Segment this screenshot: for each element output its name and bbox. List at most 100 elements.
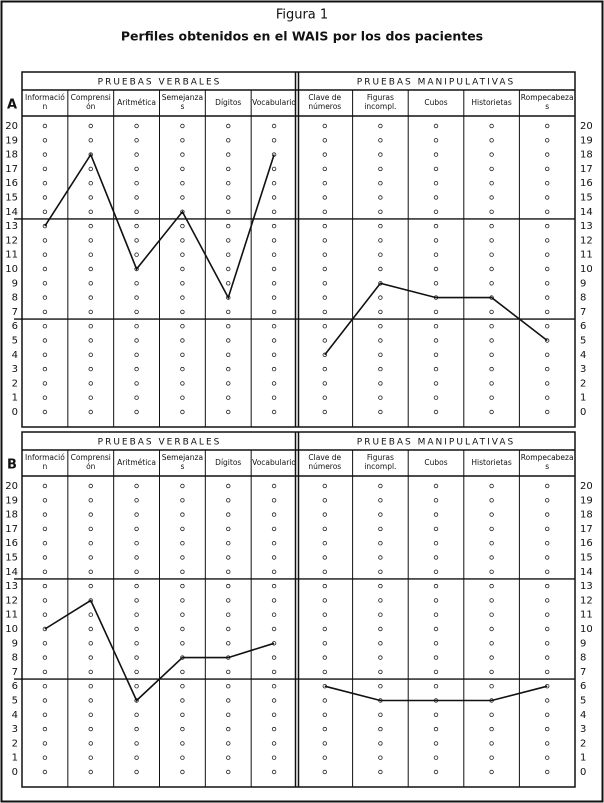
grid-dot (134, 483, 139, 489)
grid-dot (433, 641, 439, 646)
category-cell: Dígitos (215, 97, 242, 107)
category-cell: Semejanzas (161, 453, 204, 471)
grid-dot (88, 238, 93, 243)
y-tick-label: 12 (5, 235, 18, 246)
grid-dot (322, 769, 327, 775)
grid-dot (433, 655, 439, 660)
grid-dot (271, 712, 277, 717)
grid-dot (433, 152, 439, 157)
grid-dot (271, 123, 277, 129)
grid-dot (545, 223, 550, 229)
grid-dot (545, 512, 550, 517)
grid-dot (88, 655, 93, 660)
y-tick-label: 18 (5, 150, 18, 161)
grid-dot (489, 138, 494, 143)
grid-dot (271, 583, 277, 589)
grid-dot (271, 195, 277, 200)
grid-dot (489, 655, 494, 660)
y-tick-label-right: 6 (580, 321, 586, 332)
grid-dot (42, 352, 48, 357)
grid-dot (88, 541, 93, 546)
category-cell: Historietas (471, 458, 511, 467)
grid-dot (489, 598, 494, 603)
grid-dot (322, 281, 327, 286)
grid-dot (322, 409, 327, 415)
grid-dot (180, 741, 185, 746)
grid-dot (42, 684, 48, 689)
y-tick-label-right: 19 (580, 135, 593, 146)
grid-dot (322, 541, 327, 546)
grid-dot (42, 498, 48, 503)
grid-dot (322, 352, 327, 357)
grid-dot (88, 223, 93, 229)
grid-dot (489, 641, 494, 646)
category-label: Clave de números (308, 93, 342, 111)
grid-dot (378, 180, 383, 186)
grid-dot (322, 152, 327, 157)
grid-dot (88, 626, 93, 632)
grid-dot (180, 152, 185, 157)
category-label: Dígitos (215, 97, 242, 107)
grid-dot (134, 295, 139, 300)
grid-dot (322, 526, 327, 532)
grid-dot (378, 381, 383, 386)
grid-dot (489, 669, 494, 675)
y-tick-label: 6 (12, 681, 18, 692)
grid-dot (271, 526, 277, 532)
grid-dot (42, 712, 48, 717)
grid-dot (134, 209, 139, 214)
grid-dot (322, 123, 327, 129)
y-tick-label: 1 (12, 393, 18, 404)
grid-dot (42, 698, 48, 703)
grid-dot (378, 612, 383, 617)
grid-dot (545, 309, 550, 315)
grid-dot (545, 166, 550, 172)
grid-dot (134, 641, 139, 646)
grid-dot (322, 295, 327, 300)
grid-dot (433, 138, 439, 143)
grid-dot (180, 309, 185, 315)
grid-dot (134, 655, 139, 660)
category-label: Figuras incompl. (364, 453, 397, 471)
grid-dot (489, 352, 494, 357)
y-tick-label-right: 18 (580, 150, 593, 161)
grid-dot (378, 223, 383, 229)
grid-dot (226, 209, 231, 214)
grid-dot (88, 526, 93, 532)
grid-dot (433, 741, 439, 746)
y-tick-label-right: 8 (580, 293, 586, 304)
grid-dot (271, 541, 277, 546)
grid-dot (378, 366, 383, 372)
y-tick-label: 0 (12, 767, 18, 778)
grid-dot (88, 166, 93, 172)
y-tick-label: 19 (5, 135, 18, 146)
grid-dot (134, 252, 139, 257)
grid-dot (226, 483, 231, 489)
grid-dot (378, 123, 383, 129)
category-label: Aritmética (117, 97, 157, 107)
grid-dot (42, 583, 48, 589)
grid-dot (322, 741, 327, 746)
category-label: Semejanzas (161, 453, 204, 471)
grid-dot (378, 684, 383, 689)
grid-dot (322, 381, 327, 386)
grid-dot (226, 612, 231, 617)
y-tick-label: 16 (5, 178, 18, 189)
grid-dot (42, 123, 48, 129)
grid-dot (322, 698, 327, 703)
y-tick-label: 14 (5, 567, 18, 578)
grid-dot (322, 669, 327, 675)
grid-dot (545, 755, 550, 760)
grid-dot (226, 669, 231, 675)
grid-dot (489, 741, 494, 746)
grid-dot (134, 281, 139, 286)
category-label: Semejanzas (161, 93, 204, 111)
grid-dot (545, 295, 550, 300)
grid-dot (545, 712, 550, 717)
grid-dot (545, 281, 550, 286)
grid-dot (433, 555, 439, 560)
grid-dot (378, 755, 383, 760)
grid-dot (489, 684, 494, 689)
group-header: PRUEBAS VERBALES (98, 78, 222, 88)
grid-dot (433, 598, 439, 603)
